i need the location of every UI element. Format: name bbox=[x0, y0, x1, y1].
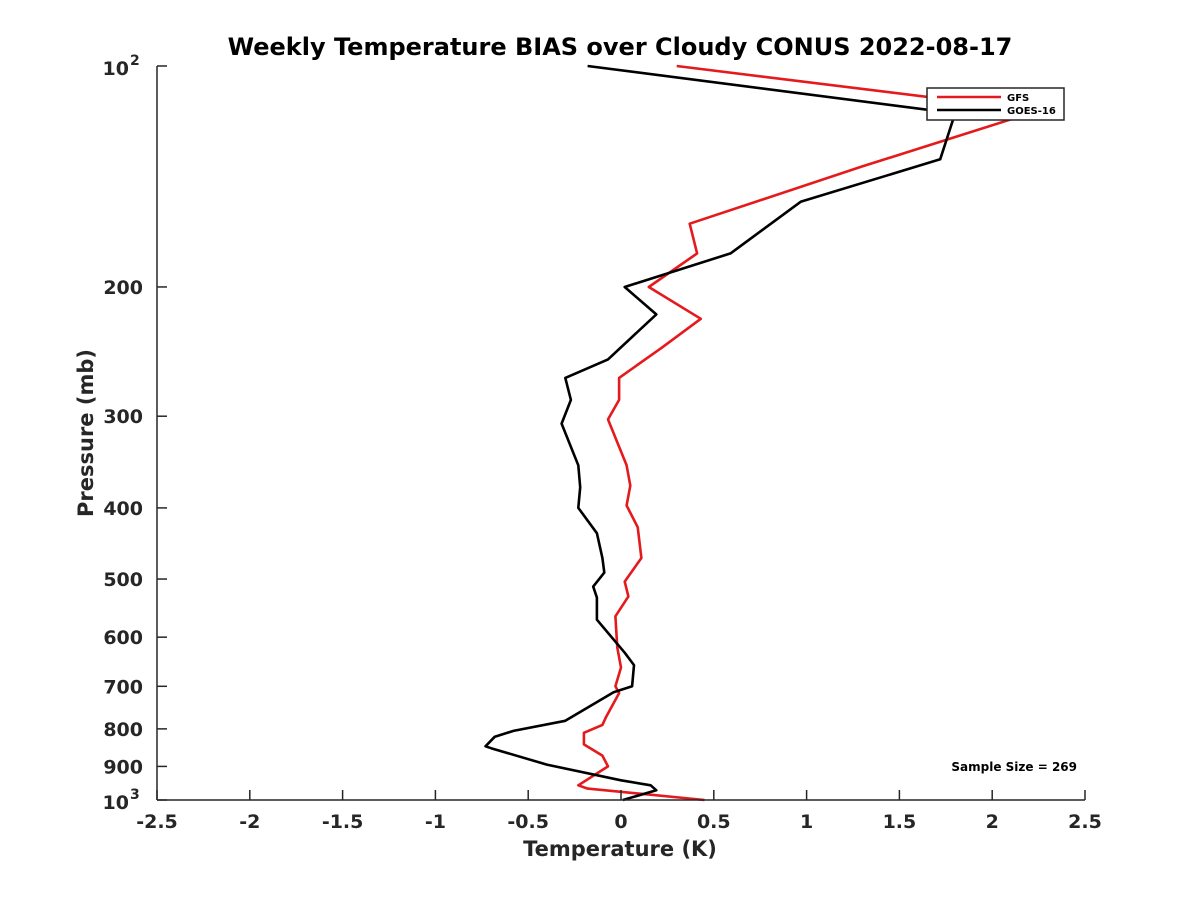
x-tick-label: 0.5 bbox=[697, 811, 731, 833]
legend-label-gfs: GFS bbox=[1007, 93, 1029, 104]
x-tick-label: -2.5 bbox=[136, 811, 178, 833]
x-tick-label: 2 bbox=[986, 811, 999, 833]
y-tick-label: 200 bbox=[103, 277, 143, 299]
y-tick-label: 600 bbox=[103, 627, 143, 649]
y-tick-exponent: 3 bbox=[130, 787, 140, 803]
x-tick-label: -2 bbox=[239, 811, 260, 833]
y-tick-label: 10 bbox=[103, 792, 129, 814]
legend-label-goes-16: GOES-16 bbox=[1007, 106, 1056, 117]
x-axis-label: Temperature (K) bbox=[523, 837, 717, 861]
y-tick-label: 900 bbox=[103, 756, 143, 778]
y-tick-label: 300 bbox=[103, 406, 143, 428]
x-tick-label: -1.5 bbox=[322, 811, 364, 833]
y-tick-label: 800 bbox=[103, 719, 143, 741]
y-axis-label: Pressure (mb) bbox=[74, 349, 98, 517]
legend: GFS GOES-16 bbox=[926, 87, 1065, 121]
sample-size-annotation: Sample Size = 269 bbox=[951, 760, 1077, 774]
axes-layer: -2.5 -2 -1.5 -1 -0.5 0 0.5 1 1.5 2 2.510 2200300400… bbox=[103, 53, 1102, 833]
x-tick-label: -0.5 bbox=[507, 811, 549, 833]
legend-box bbox=[926, 87, 1065, 121]
x-tick-label: 1 bbox=[800, 811, 813, 833]
y-tick-label: 500 bbox=[103, 569, 143, 591]
x-tick-label: 0 bbox=[614, 811, 627, 833]
x-tick-label: -1 bbox=[425, 811, 446, 833]
x-tick-label: 2.5 bbox=[1068, 811, 1102, 833]
chart-title: Weekly Temperature BIAS over Cloudy CONU… bbox=[228, 33, 1013, 61]
series-line-goes-16 bbox=[484, 64, 957, 802]
y-tick-exponent: 2 bbox=[130, 53, 140, 69]
series-layer bbox=[484, 64, 1040, 802]
y-tick-label: 700 bbox=[103, 676, 143, 698]
y-tick-label: 10 bbox=[103, 58, 129, 80]
x-tick-label: 1.5 bbox=[883, 811, 917, 833]
series-line-gfs bbox=[576, 64, 1040, 802]
y-tick-label: 400 bbox=[103, 498, 143, 520]
